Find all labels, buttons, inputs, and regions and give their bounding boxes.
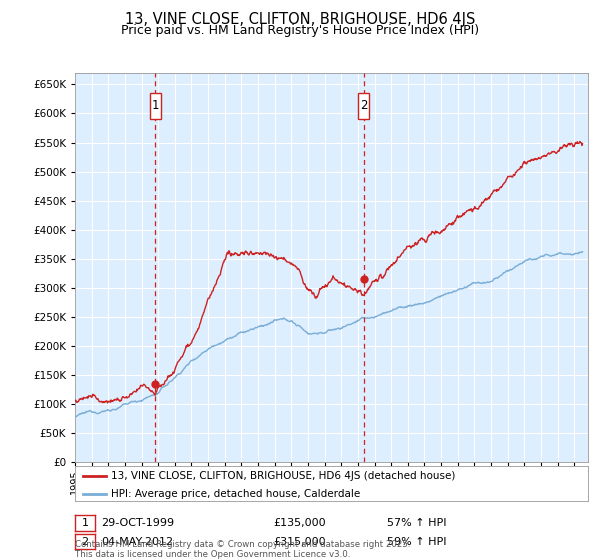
Text: Price paid vs. HM Land Registry's House Price Index (HPI): Price paid vs. HM Land Registry's House …: [121, 24, 479, 36]
Text: 04-MAY-2012: 04-MAY-2012: [101, 536, 173, 547]
Text: 13, VINE CLOSE, CLIFTON, BRIGHOUSE, HD6 4JS (detached house): 13, VINE CLOSE, CLIFTON, BRIGHOUSE, HD6 …: [111, 471, 455, 481]
Text: 13, VINE CLOSE, CLIFTON, BRIGHOUSE, HD6 4JS: 13, VINE CLOSE, CLIFTON, BRIGHOUSE, HD6 …: [125, 12, 475, 27]
Text: 1: 1: [82, 518, 88, 528]
Text: 57% ↑ HPI: 57% ↑ HPI: [387, 518, 446, 528]
Text: £135,000: £135,000: [273, 518, 326, 528]
Text: £315,000: £315,000: [273, 536, 326, 547]
Text: 59% ↑ HPI: 59% ↑ HPI: [387, 536, 446, 547]
Text: 29-OCT-1999: 29-OCT-1999: [101, 518, 174, 528]
Text: HPI: Average price, detached house, Calderdale: HPI: Average price, detached house, Cald…: [111, 488, 360, 498]
Text: 2: 2: [82, 536, 88, 547]
Text: Contains HM Land Registry data © Crown copyright and database right 2025.
This d: Contains HM Land Registry data © Crown c…: [75, 540, 410, 559]
Text: 1: 1: [152, 99, 159, 113]
FancyBboxPatch shape: [358, 93, 369, 119]
FancyBboxPatch shape: [150, 93, 161, 119]
Text: 2: 2: [360, 99, 367, 113]
